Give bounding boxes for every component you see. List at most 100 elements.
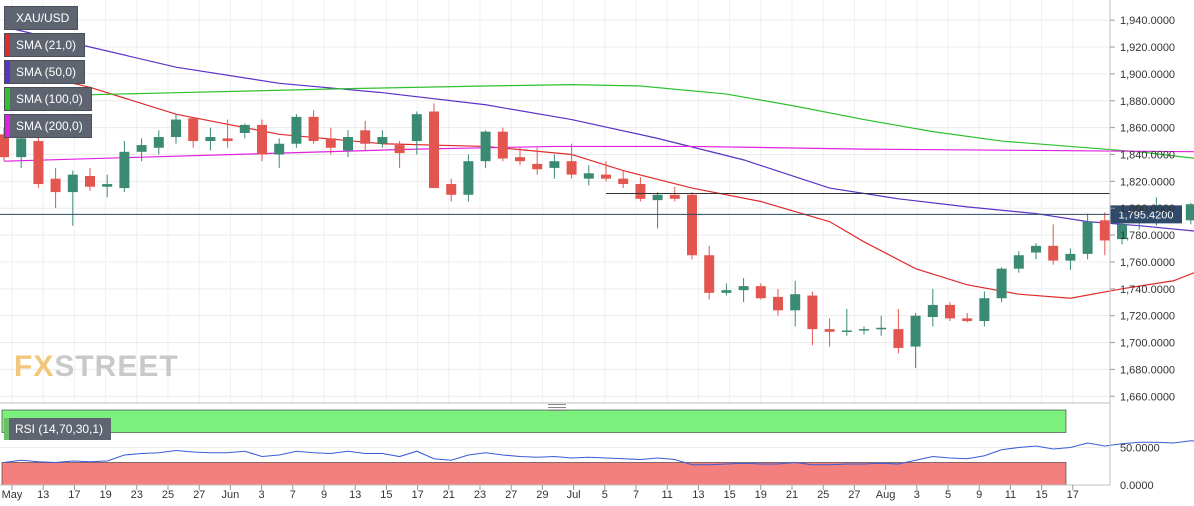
x-tick-label: 27 [848,489,860,501]
candle-body [463,161,474,195]
x-tick-label: 15 [723,489,735,501]
x-tick-label: 9 [321,489,327,501]
x-tick-label: 19 [755,489,767,501]
candle-body [927,304,938,318]
candle-body [411,114,422,142]
candle-body [67,174,78,193]
candle-body [205,137,216,142]
sma-line [3,66,1194,299]
candle-body [446,184,457,195]
x-tick-label: Aug [876,489,896,501]
legend-sma-200[interactable]: SMA (200,0) [4,114,92,138]
candle-body [532,163,543,170]
x-tick-label: 5 [602,489,608,501]
candle-body [394,145,405,154]
rsi-tick-label: 50.0000 [1120,443,1160,455]
grid-lines [0,0,1110,403]
x-tick-label: 29 [536,489,548,501]
candle-body [480,131,491,162]
candle-body [652,194,663,201]
x-tick-label: 25 [817,489,829,501]
x-tick-label: May [2,489,23,501]
candle-body [33,141,44,185]
fxstreet-watermark: FXSTREET [14,350,179,383]
candle-body [962,318,973,322]
x-tick-label: 9 [976,489,982,501]
candle-body [704,255,715,293]
candle-body [601,174,611,179]
candle-body [222,138,233,142]
candle-body [274,143,285,155]
candle-body [841,330,852,332]
candle-body [790,294,801,311]
legend-sma-100[interactable]: SMA (100,0) [4,87,92,111]
candle-body [515,157,525,162]
axes: 1,660.0000 1,680.0000 1,700.0000 1,720.0000… [0,0,1175,501]
candle-body [824,329,835,332]
candle-body [119,151,130,189]
candle-body [583,173,594,179]
last-price-label: 1,795.4200 [1118,209,1173,221]
candle-body [755,286,766,299]
x-tick-label: 3 [914,489,920,501]
y-tick-label: 1,680.0000 [1120,364,1175,376]
candle-body [979,298,990,322]
candle-body [153,137,164,148]
legend-sma-50[interactable]: SMA (50,0) [4,60,86,84]
y-tick-label: 1,900.0000 [1120,69,1175,81]
y-tick-label: 1,860.0000 [1120,123,1175,135]
legend-rsi[interactable]: RSI (14,70,30,1) [4,418,112,440]
candle-body [910,315,921,347]
candle-body [136,145,147,152]
candle-body [1013,255,1024,269]
candle-body [377,137,388,144]
legend-label: SMA (50,0) [16,65,77,79]
candle-body [308,116,319,142]
candle-body [996,268,1007,299]
legend-label: SMA (100,0) [16,92,83,106]
legend-label: RSI (14,70,30,1) [15,422,104,436]
x-tick-label: 7 [633,489,639,501]
candle-body [325,138,336,148]
legend-swatch [4,418,9,440]
rsi-tick-label: 0.0000 [1120,480,1154,492]
candle-body [1082,221,1093,254]
pane-resize-handle[interactable] [548,404,566,411]
rsi-panel: 0.0000 50.0000 [0,409,1194,492]
candle-body [0,134,9,158]
candle-body [85,175,95,187]
legend-sma-21[interactable]: SMA (21,0) [4,33,86,57]
candle-body [1031,245,1041,253]
candle-body [1065,253,1076,261]
x-tick-label: 15 [380,489,392,501]
y-tick-label: 1,920.0000 [1120,42,1175,54]
y-tick-label: 1,760.0000 [1120,257,1175,269]
x-tick-label: 3 [259,489,265,501]
price-levels: 1,795.4200 [0,192,1182,224]
x-tick-label: 23 [131,489,143,501]
sma-lines [3,26,1194,299]
x-tick-label: 11 [661,489,672,501]
candle-body [549,161,560,168]
candle-body [1117,224,1127,240]
candles [0,103,1194,369]
candle-body [257,124,267,155]
legend-swatch [5,61,10,83]
rsi-line [3,440,1194,466]
candle-body [566,161,577,175]
candle-body [291,116,302,144]
candle-body [945,304,955,319]
candle-body [876,327,887,330]
y-tick-label: 1,840.0000 [1120,149,1175,161]
rsi-oversold-band [1,462,1067,486]
candle-body [497,131,508,159]
y-tick-label: 1,780.0000 [1120,230,1175,242]
candle-body [188,118,199,142]
x-tick-label: 25 [162,489,174,501]
legend-swatch [5,115,10,137]
sma-line [3,145,1194,162]
y-tick-label: 1,820.0000 [1120,176,1175,188]
y-tick-label: 1,940.0000 [1120,15,1175,27]
legend-swatch [5,34,10,56]
legend-swatch [5,88,10,110]
